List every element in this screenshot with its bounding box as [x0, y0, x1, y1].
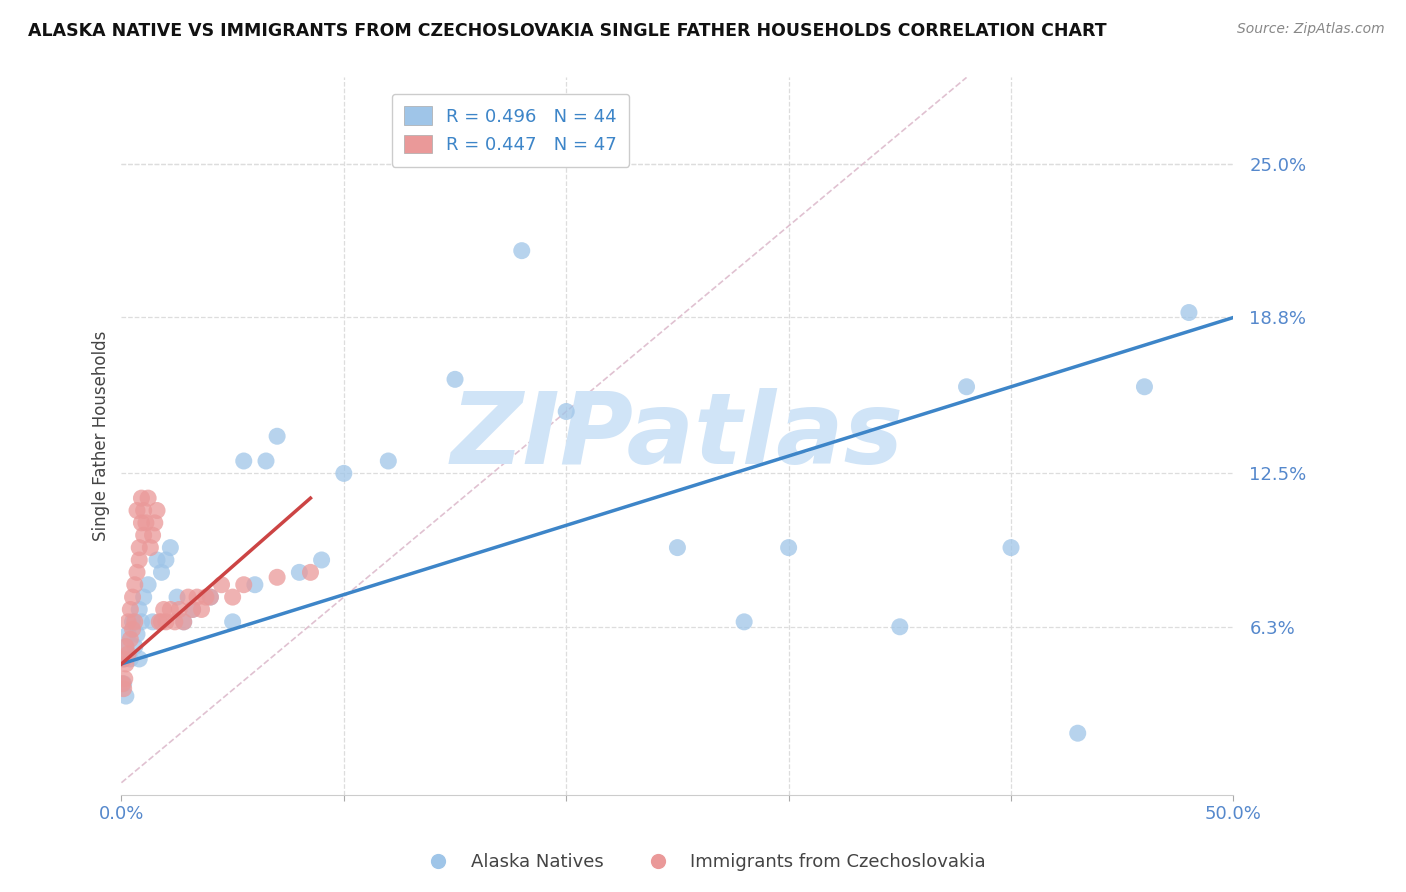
Point [221, 615, 243, 629]
Point [124, 640, 146, 654]
Point [186, 590, 208, 604]
Point [146, 503, 169, 517]
Point [135, 516, 157, 530]
Point [124, 578, 146, 592]
Legend: Alaska Natives, Immigrants from Czechoslovakia: Alaska Natives, Immigrants from Czechosl… [413, 847, 993, 879]
Point [1178, 305, 1201, 319]
Point [121, 615, 143, 629]
Point [112, 681, 135, 696]
Point [132, 590, 155, 604]
Point [173, 615, 195, 629]
Point [200, 590, 222, 604]
Point [333, 467, 356, 481]
Point [299, 566, 322, 580]
Point [121, 622, 143, 636]
Point [163, 615, 186, 629]
Point [114, 672, 136, 686]
Point [112, 652, 135, 666]
Point [232, 454, 254, 468]
Point [142, 528, 165, 542]
Point [124, 615, 146, 629]
Point [128, 652, 150, 666]
Point [115, 640, 138, 654]
Point [254, 454, 277, 468]
Point [131, 615, 153, 629]
Point [288, 566, 311, 580]
Point [444, 372, 467, 386]
Text: Source: ZipAtlas.com: Source: ZipAtlas.com [1237, 22, 1385, 37]
Point [128, 541, 150, 555]
Point [159, 541, 181, 555]
Point [173, 615, 195, 629]
Point [955, 380, 977, 394]
Point [125, 503, 148, 517]
Text: ZIPatlas: ZIPatlas [451, 388, 904, 484]
Point [555, 404, 578, 418]
Point [510, 244, 533, 258]
Point [1067, 726, 1090, 740]
Point [125, 627, 148, 641]
Point [194, 590, 217, 604]
Point [166, 590, 188, 604]
Point [1000, 541, 1022, 555]
Point [112, 652, 135, 666]
Point [143, 516, 166, 530]
Point [115, 689, 138, 703]
Point [132, 528, 155, 542]
Point [177, 590, 200, 604]
Point [131, 491, 153, 505]
Point [1133, 380, 1156, 394]
Point [117, 615, 139, 629]
Point [266, 429, 288, 443]
Point [128, 602, 150, 616]
Point [128, 553, 150, 567]
Point [167, 602, 190, 616]
Point [112, 676, 135, 690]
Point [115, 640, 138, 654]
Point [150, 566, 173, 580]
Point [125, 566, 148, 580]
Point [181, 602, 204, 616]
Point [190, 602, 212, 616]
Point [148, 615, 170, 629]
Point [778, 541, 800, 555]
Point [132, 503, 155, 517]
Point [243, 578, 266, 592]
Text: ALASKA NATIVE VS IMMIGRANTS FROM CZECHOSLOVAKIA SINGLE FATHER HOUSEHOLDS CORRELA: ALASKA NATIVE VS IMMIGRANTS FROM CZECHOS… [28, 22, 1107, 40]
Point [200, 590, 222, 604]
Point [150, 615, 173, 629]
Point [232, 578, 254, 592]
Point [115, 657, 138, 671]
Point [666, 541, 689, 555]
Point [117, 647, 139, 661]
Point [221, 590, 243, 604]
Point [131, 516, 153, 530]
Point [120, 602, 142, 616]
Point [377, 454, 399, 468]
Point [111, 676, 134, 690]
Point [146, 553, 169, 567]
Legend: R = 0.496   N = 44, R = 0.447   N = 47: R = 0.496 N = 44, R = 0.447 N = 47 [392, 94, 630, 167]
Point [889, 620, 911, 634]
Point [139, 541, 162, 555]
Point [117, 627, 139, 641]
Point [311, 553, 333, 567]
Point [159, 602, 181, 616]
Y-axis label: Single Father Households: Single Father Households [93, 331, 110, 541]
Point [136, 578, 159, 592]
Point [155, 553, 177, 567]
Point [266, 570, 288, 584]
Point [152, 602, 174, 616]
Point [181, 602, 204, 616]
Point [733, 615, 755, 629]
Point [120, 632, 142, 647]
Point [211, 578, 233, 592]
Point [136, 491, 159, 505]
Point [120, 652, 142, 666]
Point [142, 615, 165, 629]
Point [121, 590, 143, 604]
Point [155, 615, 177, 629]
